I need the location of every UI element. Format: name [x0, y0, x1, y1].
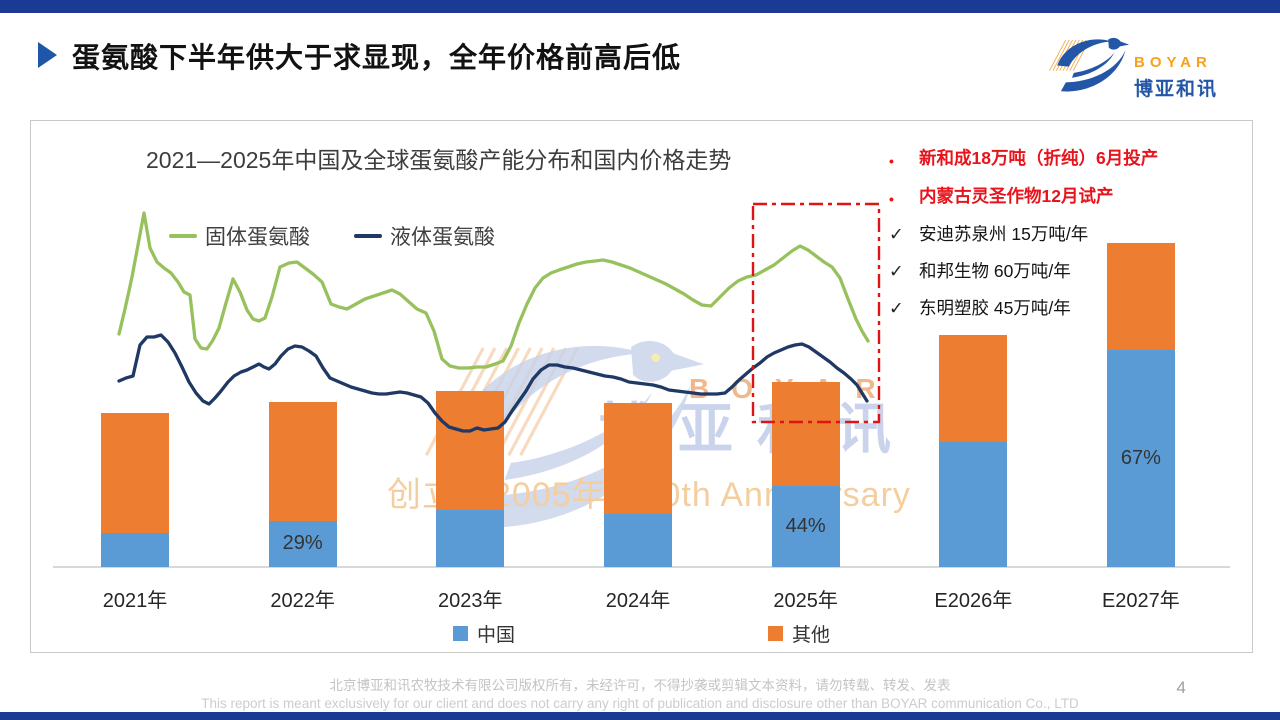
segment-other	[939, 335, 1008, 442]
x-axis-label-2025年: 2025年	[773, 590, 838, 612]
logo-text-en: BOYAR	[1134, 54, 1212, 71]
legend-item-liquid-methionine: 液体蛋氨酸	[354, 221, 495, 251]
title-arrow-icon	[38, 42, 57, 68]
legend-label-other: 其他	[792, 625, 831, 646]
stacked-bar-2021年	[101, 413, 169, 567]
bullet-icon: •	[889, 153, 894, 169]
legend-swatch-china	[453, 626, 468, 641]
share-label-2025年: 44%	[785, 514, 826, 537]
bar-legend: 中国 其他	[31, 620, 1252, 647]
stacked-bar-2024年	[604, 403, 672, 567]
legend-label-liquid: 液体蛋氨酸	[390, 226, 495, 249]
legend-item-other: 其他	[768, 620, 830, 647]
x-axis-label-2024年: 2024年	[605, 590, 671, 612]
legend-item-china: 中国	[453, 620, 515, 647]
chart-title: 2021—2025年中国及全球蛋氨酸产能分布和国内价格走势	[146, 147, 732, 173]
check-note-1-text: 安迪苏泉州 15万吨/年	[919, 224, 1089, 244]
top-accent-bar	[0, 0, 1280, 13]
segment-other	[101, 413, 169, 533]
x-axis-label-2022年: 2022年	[270, 590, 335, 612]
segment-other	[1106, 243, 1175, 350]
segment-other	[268, 402, 337, 521]
footer-copyright-zh: 北京博亚和讯农牧技术有限公司版权所有，未经许可，不得抄袭或剪辑文本资料，请勿转载…	[329, 678, 951, 693]
check-note-3-text: 东明塑胶 45万吨/年	[919, 298, 1071, 318]
segment-china	[436, 510, 505, 567]
share-label-E2027年: 67%	[1120, 446, 1161, 469]
bars-layer: 2021年 29% 2022年 2023年 2024年 44% 2025年 E2026年 67%…	[31, 121, 1252, 652]
page-number: 4	[1176, 678, 1186, 697]
segment-china	[268, 521, 337, 567]
line-legend: 固体蛋氨酸 液体蛋氨酸	[169, 221, 495, 251]
legend-swatch-other	[768, 626, 783, 641]
x-axis-label-E2026年: E2026年	[934, 590, 1013, 612]
stacked-bar-2025年	[771, 382, 840, 567]
legend-swatch-solid	[169, 234, 197, 238]
red-note-2: • 内蒙古灵圣作物12月试产	[889, 185, 1249, 210]
bullet-icon: •	[889, 191, 894, 207]
red-note-1-text: 新和成18万吨（折纯）6月投产	[919, 148, 1159, 168]
stacked-bar-E2027年	[1106, 243, 1175, 567]
boyar-logo: BOYAR 博亚和讯	[1048, 30, 1258, 104]
check-note-3: ✓ 东明塑胶 45万吨/年	[889, 297, 1249, 319]
logo-text: BOYAR 博亚和讯	[1134, 54, 1218, 101]
x-axis-label-2023年: 2023年	[438, 590, 503, 612]
bottom-accent-bar	[0, 712, 1280, 720]
x-axis-label-E2027年: E2027年	[1101, 590, 1180, 612]
red-note-2-text: 内蒙古灵圣作物12月试产	[919, 186, 1114, 206]
red-note-1: • 新和成18万吨（折纯）6月投产	[889, 147, 1249, 172]
segment-china	[771, 486, 840, 567]
segment-other	[604, 403, 672, 514]
check-note-2-text: 和邦生物 60万吨/年	[919, 261, 1071, 281]
capacity-notes: • 新和成18万吨（折纯）6月投产 • 内蒙古灵圣作物12月试产 ✓ 安迪苏泉州…	[889, 147, 1249, 334]
segment-china	[1106, 350, 1175, 567]
x-axis-label-2021年: 2021年	[102, 590, 168, 612]
stacked-bar-E2026年	[939, 335, 1008, 567]
legend-swatch-liquid	[354, 234, 382, 238]
segment-china	[101, 533, 169, 567]
footer-copyright-en: This report is meant exclusively for our…	[201, 696, 1079, 711]
chart-panel: 2021—2025年中国及全球蛋氨酸产能分布和国内价格走势 固体蛋氨酸 液体蛋氨…	[30, 120, 1253, 653]
x-axis-line	[53, 566, 1230, 568]
legend-item-solid-methionine: 固体蛋氨酸	[169, 221, 310, 251]
segment-china	[939, 442, 1008, 567]
check-icon: ✓	[889, 224, 904, 244]
legend-label-solid: 固体蛋氨酸	[205, 226, 310, 249]
check-note-1: ✓ 安迪苏泉州 15万吨/年	[889, 223, 1249, 245]
logo-text-zh: 博亚和讯	[1134, 79, 1219, 100]
segment-china	[604, 514, 672, 567]
segment-other	[436, 391, 505, 510]
boyar-bird-icon	[1049, 37, 1130, 92]
check-icon: ✓	[889, 298, 904, 318]
legend-label-china: 中国	[477, 625, 516, 646]
check-note-2: ✓ 和邦生物 60万吨/年	[889, 260, 1249, 282]
check-icon: ✓	[889, 261, 904, 281]
page-title: 蛋氨酸下半年供大于求显现，全年价格前高后低	[72, 42, 682, 73]
share-label-2022年: 29%	[282, 532, 323, 554]
segment-other	[771, 382, 840, 486]
stacked-bar-2023年	[436, 391, 505, 567]
